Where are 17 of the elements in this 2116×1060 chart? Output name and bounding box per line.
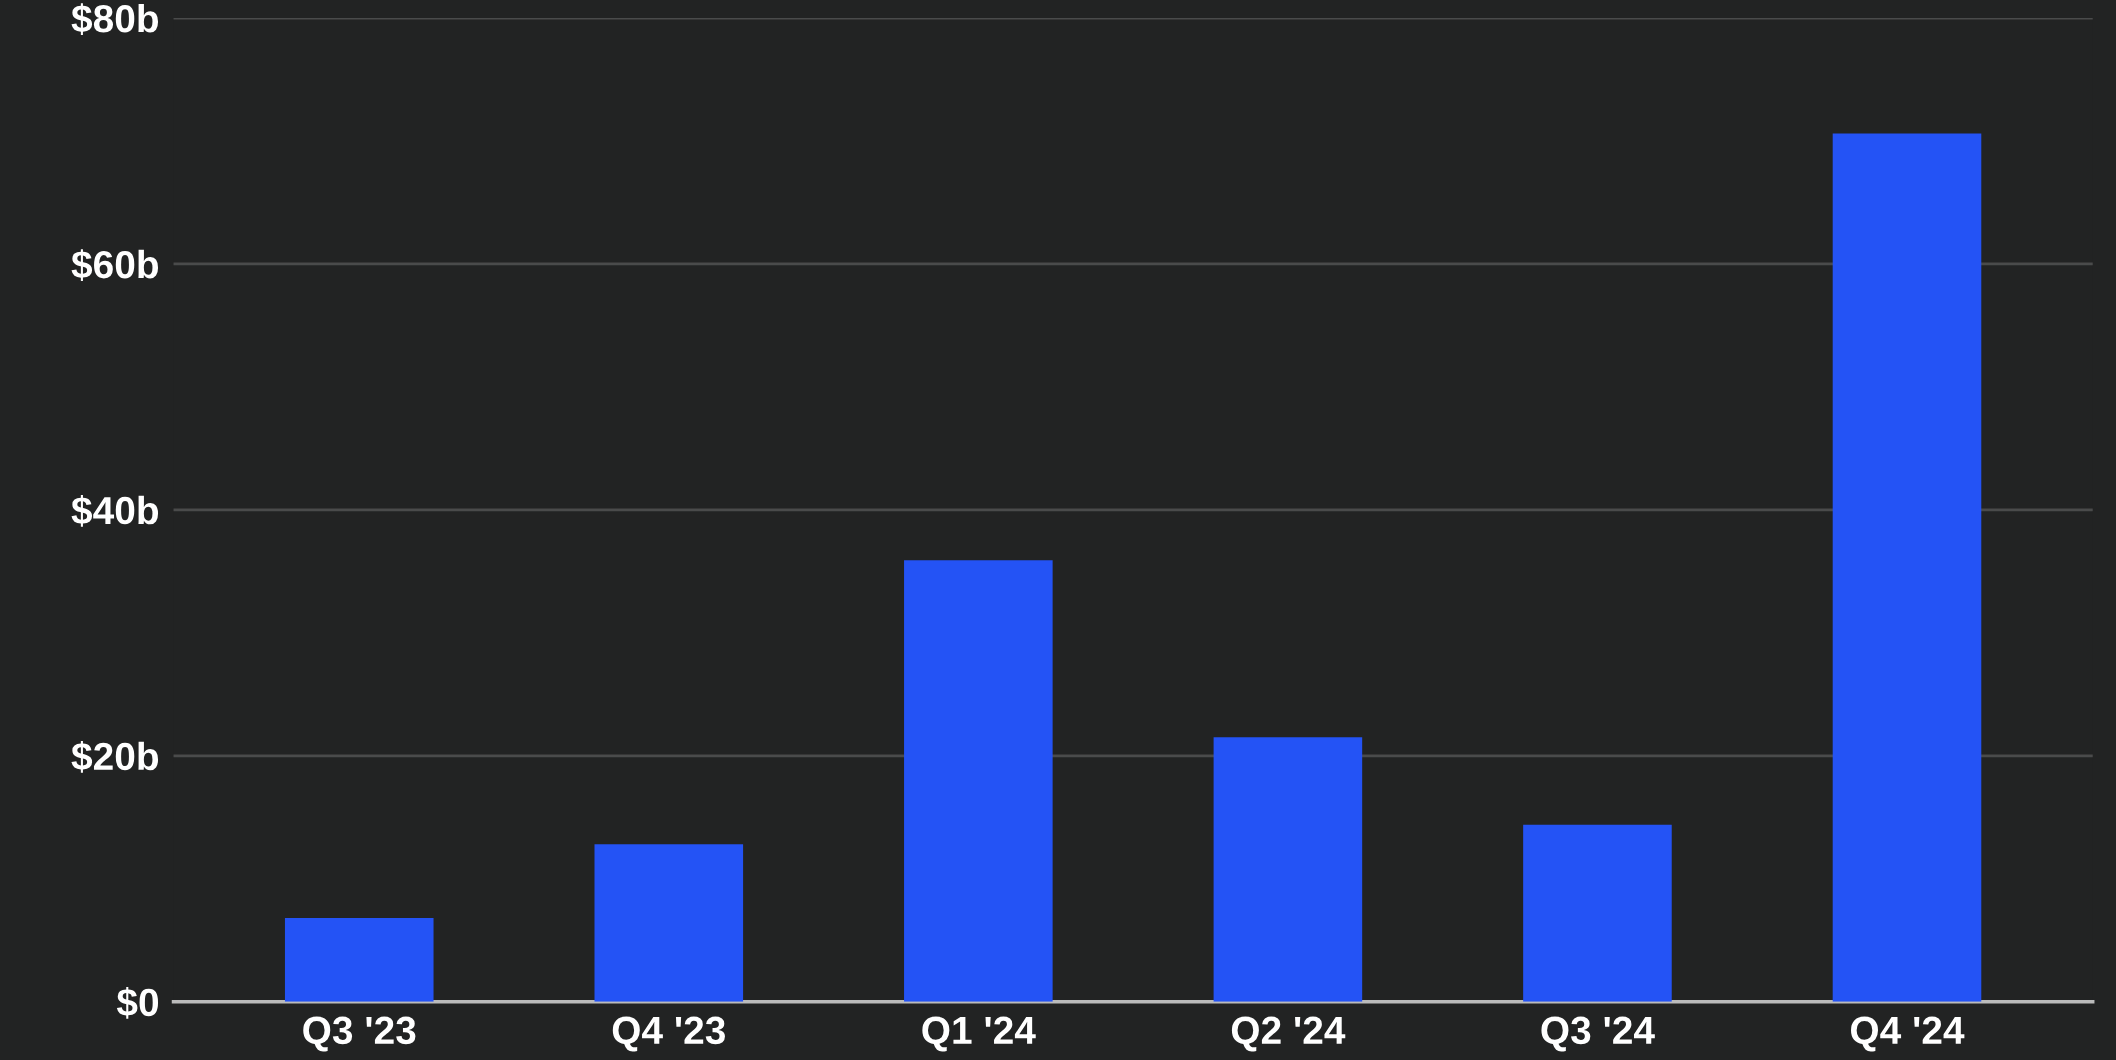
bar [1832,133,1982,1002]
y-tick-label: $60b [71,249,159,281]
x-tick-label: Q2 '24 [1231,1016,1346,1052]
bar [284,918,434,1002]
bar [1213,737,1363,1002]
bar [1523,824,1672,1002]
y-tick-label: $0 [116,986,159,1019]
x-tick-label: Q4 '24 [1851,1016,1965,1052]
bar [904,560,1053,1002]
y-tick-label: $80b [71,3,159,35]
y-tick-label: $40b [71,495,159,527]
y-tick-label: $20b [71,741,159,773]
x-tick-label: Q4 '23 [612,1016,725,1052]
x-tick-label: Q1 '24 [922,1016,1036,1052]
x-tick-label: Q3 '23 [303,1016,416,1052]
x-tick-label: Q3 '24 [1541,1016,1655,1052]
bar [594,844,744,1002]
